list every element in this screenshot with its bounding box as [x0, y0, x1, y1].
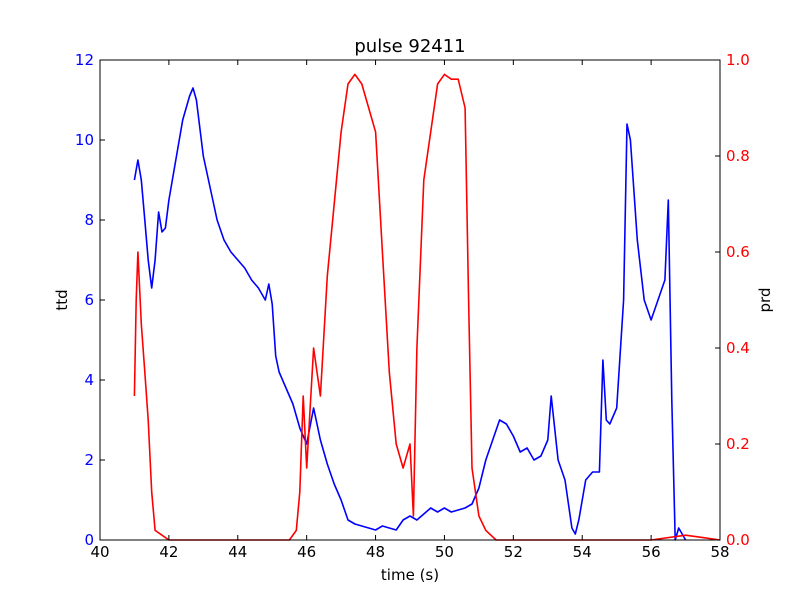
right-y-tick-label: 0.8	[726, 147, 750, 165]
series-line-ttd	[133, 87, 687, 541]
right-axis-label: prd	[756, 288, 774, 313]
axes-layer: 40 42 44 46 48 50 52 54 56 580246810120.00.20.40.…	[75, 51, 750, 561]
x-tick-label: 42	[159, 543, 178, 561]
right-y-tick-label: 0.0	[726, 531, 750, 549]
left-y-tick-label: 0	[84, 531, 94, 549]
right-y-tick-label: 0.4	[726, 339, 750, 357]
x-tick-label: 46	[297, 543, 316, 561]
left-y-tick-label: 12	[75, 51, 94, 69]
x-tick-label: 40	[90, 543, 109, 561]
left-y-tick-label: 8	[84, 211, 94, 229]
left-axis-label: ttd	[53, 289, 71, 310]
x-tick-label: 50	[435, 543, 454, 561]
chart-title: pulse 92411	[354, 36, 465, 57]
x-axis-label: time (s)	[381, 566, 439, 584]
x-tick-label: 58	[710, 543, 729, 561]
left-y-tick-label: 2	[84, 451, 94, 469]
left-y-tick-label: 10	[75, 131, 94, 149]
x-tick-label: 54	[573, 543, 592, 561]
x-tick-label: 56	[642, 543, 661, 561]
x-tick-label: 52	[504, 543, 523, 561]
x-tick-label: 48	[366, 543, 385, 561]
x-tick-label: 44	[228, 543, 247, 561]
left-y-tick-label: 6	[84, 291, 94, 309]
right-y-tick-label: 1.0	[726, 51, 750, 69]
left-y-tick-label: 4	[84, 371, 94, 389]
right-y-tick-label: 0.2	[726, 435, 750, 453]
right-y-tick-label: 0.6	[726, 243, 750, 261]
